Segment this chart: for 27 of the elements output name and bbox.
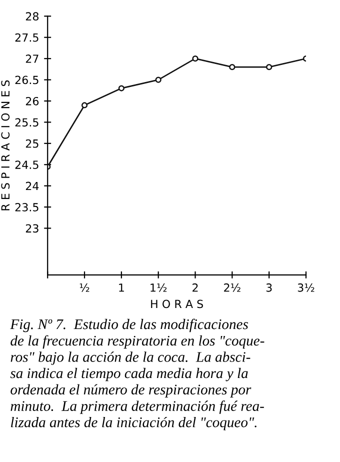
- y-tick-label: 27.5: [15, 33, 38, 42]
- y-tick-label: 23.5: [15, 203, 38, 212]
- x-tick-label: ½: [80, 283, 90, 292]
- point: [155, 76, 162, 83]
- y-tick-label: 25: [26, 139, 38, 148]
- y-tick-label: 28: [26, 12, 39, 21]
- text: Fig. Nº 7. Estudio de las modificaciones de la frecuencia respiratoria en los "coque- ros" bajo la acción de la coca. La absci- sa indica el tiempo cada media hora y la ordenada el número de respiraciones por minuto. La primera determinación fué rea- lizada antes de la iniciación del "coqueo".: [10, 318, 264, 430]
- y-tick-label: 27: [26, 54, 38, 63]
- y-tick-label: 26: [26, 96, 39, 106]
- y-tick-label: 23: [26, 224, 38, 233]
- point: [192, 56, 198, 62]
- x-tick-label: 1: [119, 284, 124, 292]
- x-axis-title: H O R A S: [151, 300, 203, 308]
- point: [266, 64, 272, 70]
- x-tick-label: 1½: [150, 283, 167, 292]
- point: [81, 102, 88, 108]
- y-tick-label: 24: [26, 182, 39, 190]
- x-tick-label: 2: [192, 283, 198, 292]
- y-tick-label: 25.5: [15, 118, 38, 127]
- y-axis-title: R E S P I R A C I O N E S: [1, 80, 10, 210]
- y-tick-label: 26.5: [15, 76, 38, 84]
- x-tick-label: 3: [266, 283, 272, 292]
- point: [118, 85, 124, 92]
- point: [229, 64, 236, 70]
- x-tick-label: 2½: [224, 283, 240, 292]
- y-tick-label: 24.5: [15, 160, 38, 169]
- x-tick-label: 3½: [298, 283, 314, 292]
